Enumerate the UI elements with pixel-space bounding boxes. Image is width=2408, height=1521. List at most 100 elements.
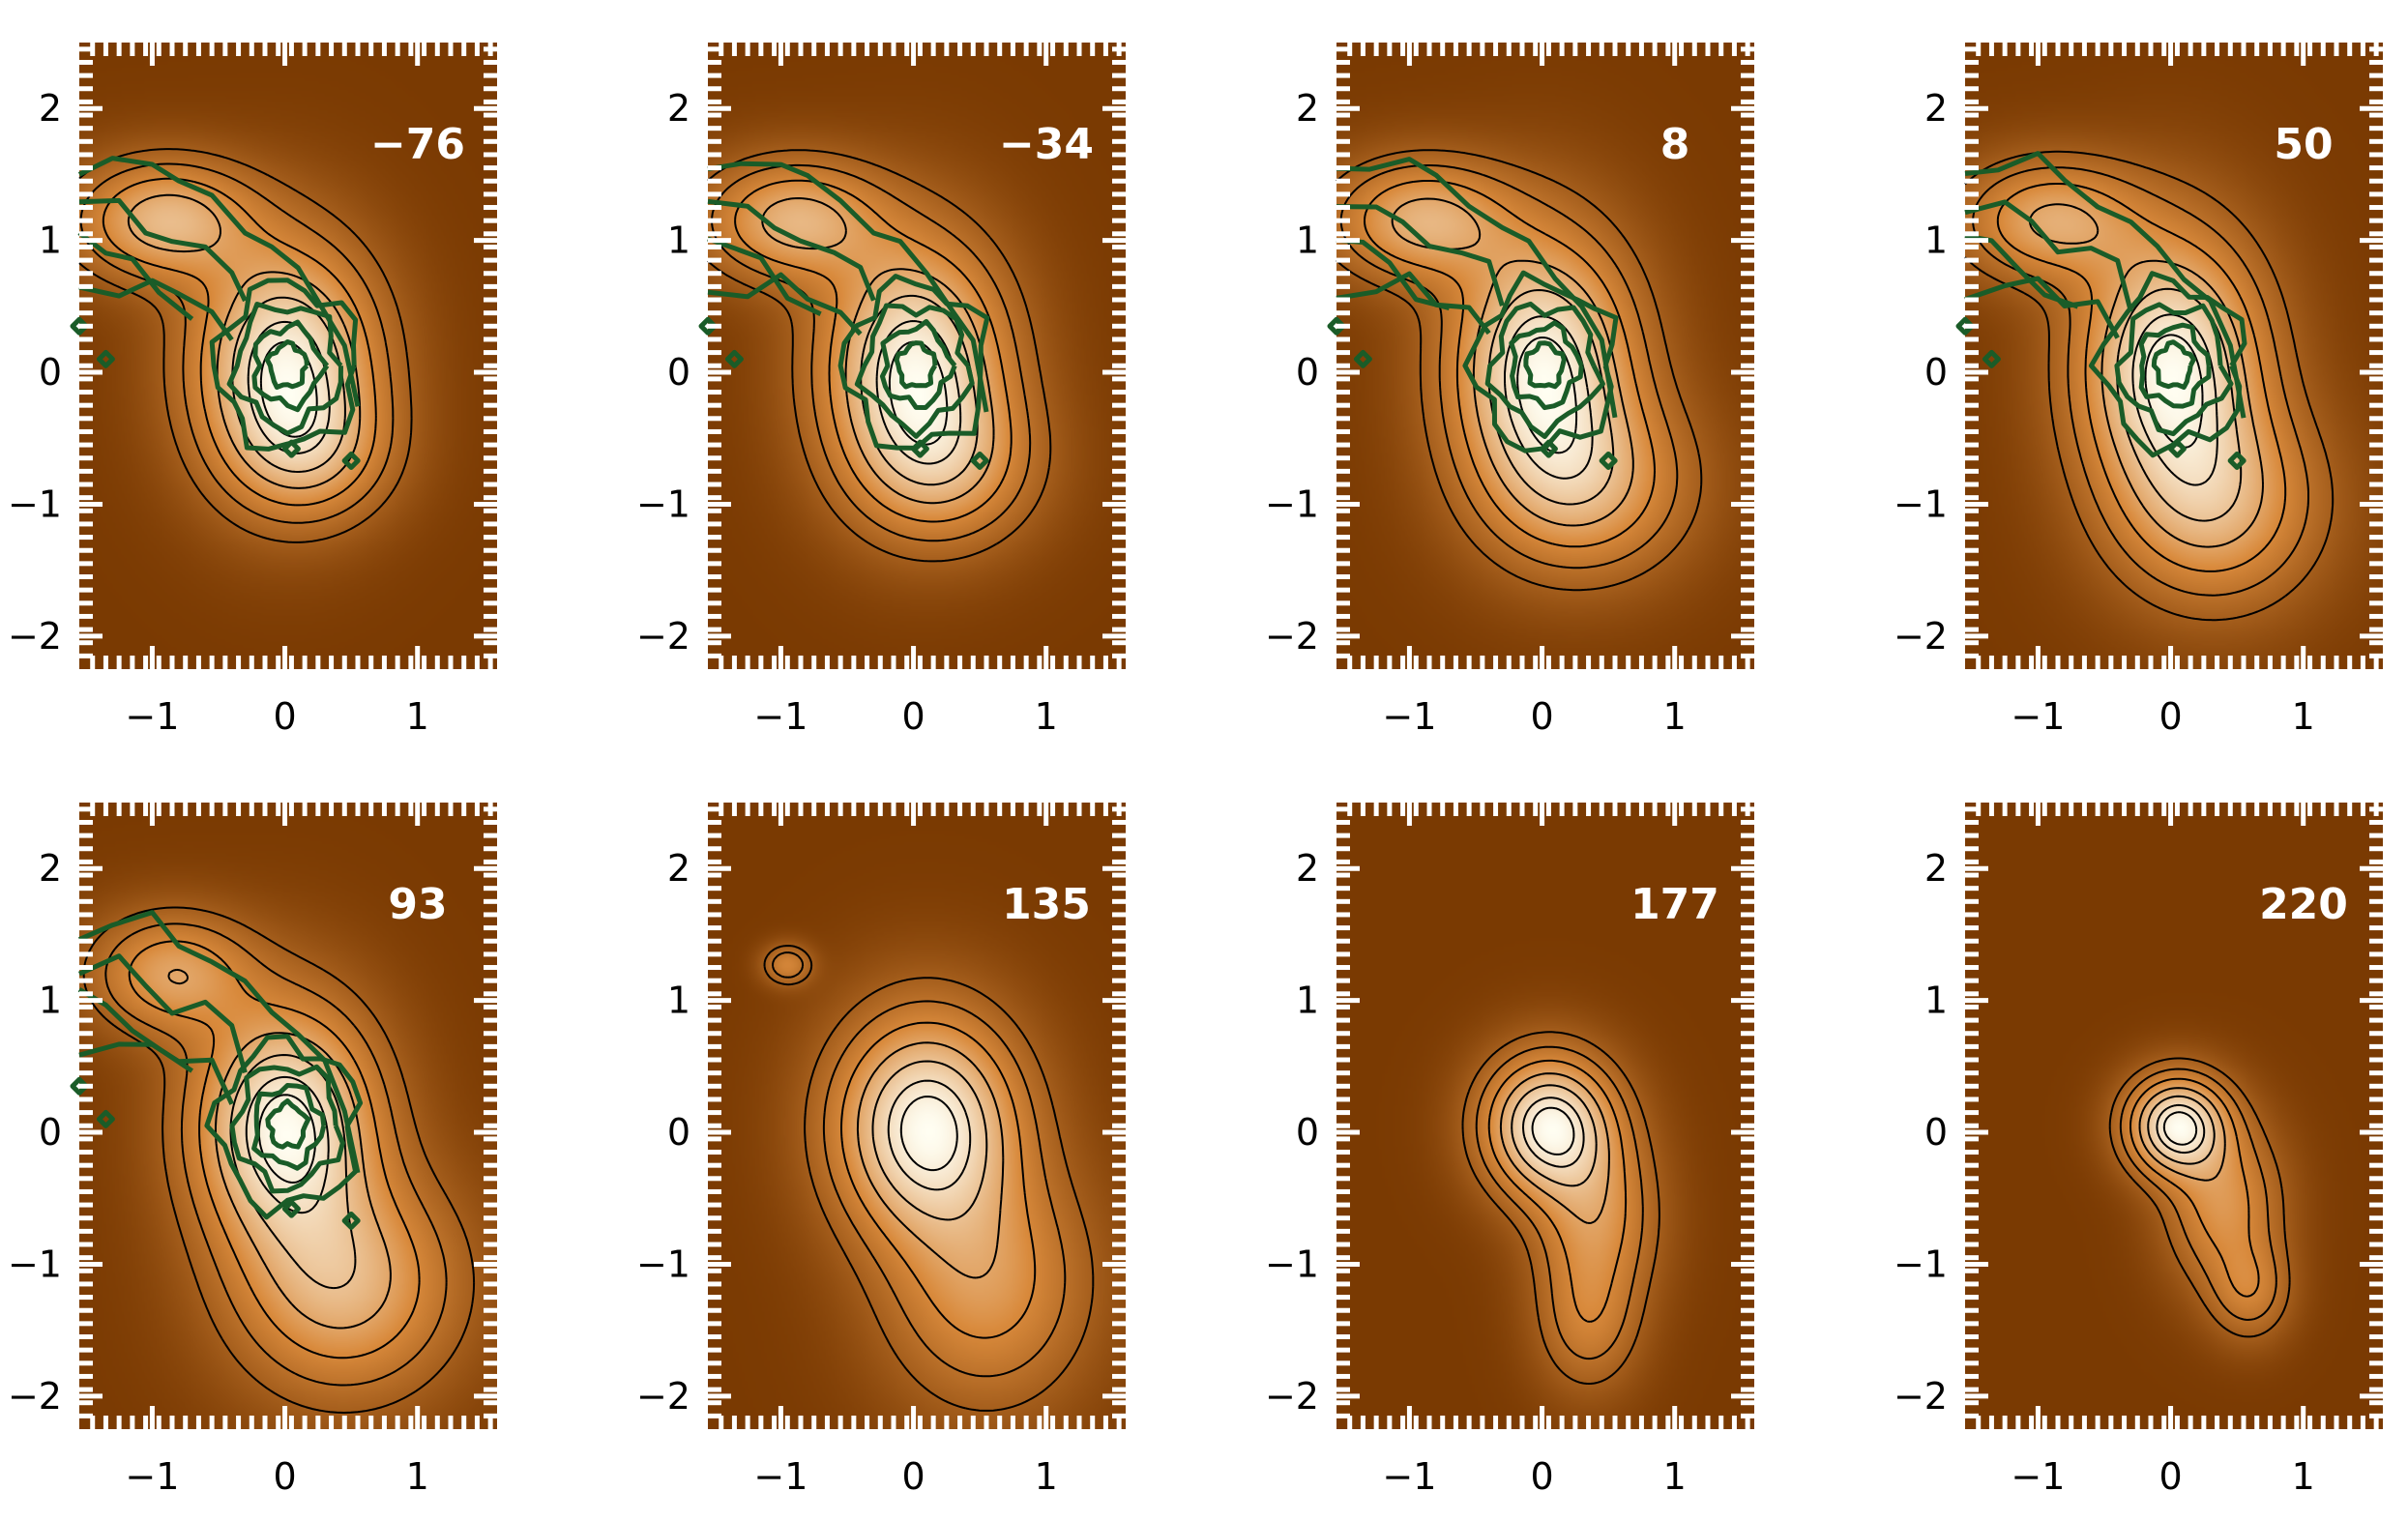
contour-level-7 xyxy=(2162,1111,2198,1146)
overlay-knot-1 xyxy=(1982,349,2001,368)
y-tick-label: 1 xyxy=(1924,980,1948,1022)
contour-level-2 xyxy=(711,163,1032,542)
overlay-stream-4 xyxy=(707,236,822,317)
contour-level-2 xyxy=(1972,166,2309,597)
frame-ticks xyxy=(708,803,1126,1429)
contour-level-3 xyxy=(1996,183,2287,572)
contour-level-4 xyxy=(2138,1087,2226,1182)
overlay-stream-1 xyxy=(77,156,361,407)
y-tick-label: 0 xyxy=(39,351,62,394)
overlay-ring-1 xyxy=(265,1098,311,1150)
overlay-ring-1 xyxy=(264,339,309,390)
x-tick-label: −1 xyxy=(125,695,179,738)
y-tick-label: −1 xyxy=(8,483,62,525)
x-tick-label: −1 xyxy=(2011,695,2065,738)
contour-level-7 xyxy=(899,1096,958,1172)
frame-ticks xyxy=(79,43,497,669)
x-tick-label: −1 xyxy=(1382,1455,1436,1498)
panel-7: −1 0 1 −2 −1 0 1 2 177 xyxy=(1265,803,1754,1498)
y-tick-label: 2 xyxy=(667,847,690,890)
overlay-ring-3 xyxy=(229,1064,345,1194)
y-tick-label: −2 xyxy=(636,615,690,658)
overlay-stream-1 xyxy=(78,910,361,1174)
panel-3: −1 0 1 −2 −1 0 1 2 8 xyxy=(1265,43,1754,738)
overlay-ring-1 xyxy=(1523,340,1567,390)
frame-ticks xyxy=(1965,803,2383,1429)
frame-ticks xyxy=(708,43,1126,669)
y-tick-label: 2 xyxy=(1924,87,1948,130)
contour-level-1 xyxy=(1461,1031,1660,1385)
panel-label: 177 xyxy=(1630,880,1719,929)
overlay-stream-2 xyxy=(78,197,248,303)
panel-label: 135 xyxy=(1002,880,1091,929)
overlay-knot-2 xyxy=(2227,451,2246,470)
x-tick-label: 1 xyxy=(1663,695,1687,738)
y-tick-label: 0 xyxy=(1296,351,1319,394)
contour-level-1 xyxy=(1964,150,2335,622)
panel-5: −1 0 1 −2 −1 0 1 2 93 xyxy=(8,803,497,1498)
y-tick-label: 1 xyxy=(39,219,62,262)
x-tick-label: −1 xyxy=(753,1455,808,1498)
y-tick-label: −2 xyxy=(1894,1375,1948,1418)
x-tick-label: 0 xyxy=(1530,1455,1553,1498)
x-tick-label: 0 xyxy=(2158,1455,2182,1498)
overlay-ring-4 xyxy=(209,278,359,452)
contour-level-4 xyxy=(2029,203,2264,548)
x-tick-label: 1 xyxy=(406,695,429,738)
contour-level-4 xyxy=(127,193,362,489)
contour-level-3 xyxy=(840,1021,1037,1339)
overlay-stream-2 xyxy=(77,953,248,1073)
panel-6: −1 0 1 −2 −1 0 1 2 135 xyxy=(636,803,1126,1498)
x-tick-label: −1 xyxy=(753,695,808,738)
contour-level-1 xyxy=(2108,1057,2291,1338)
contour-level-3 xyxy=(734,179,1013,523)
overlay-knot-3 xyxy=(1539,439,1558,458)
y-tick-label: −1 xyxy=(1265,483,1319,525)
contour-level-5 xyxy=(2147,1095,2216,1165)
x-tick-label: 1 xyxy=(2292,695,2315,738)
contour-level-6 xyxy=(2156,1103,2206,1155)
overlay-stream-3 xyxy=(1336,271,1491,336)
panel-label: 8 xyxy=(1660,120,1690,169)
x-tick-label: −1 xyxy=(2011,1455,2065,1498)
intensity-map xyxy=(708,43,1126,669)
panel-8: −1 0 1 −2 −1 0 1 2 220 xyxy=(1894,803,2383,1498)
x-tick-label: −1 xyxy=(1382,695,1436,738)
contour-level-2 xyxy=(2119,1068,2277,1321)
overlay-knot-1 xyxy=(724,349,744,368)
y-tick-label: −2 xyxy=(1265,615,1319,658)
frame-ticks xyxy=(1965,43,2383,669)
x-tick-label: 0 xyxy=(273,1455,296,1498)
overlay-knot-2 xyxy=(341,1211,361,1230)
y-tick-label: 1 xyxy=(1924,219,1948,262)
y-tick-label: −1 xyxy=(636,1243,690,1285)
overlay-contours xyxy=(70,910,364,1230)
frame-ticks xyxy=(1336,803,1754,1429)
contour-level-6 xyxy=(245,1075,330,1214)
x-tick-label: 1 xyxy=(2292,1455,2315,1498)
x-tick-label: 1 xyxy=(1035,1455,1058,1498)
contour-level-1 xyxy=(763,945,1095,1412)
y-tick-label: −2 xyxy=(1894,615,1948,658)
overlay-ring-2 xyxy=(879,319,957,410)
y-tick-label: 0 xyxy=(1296,1111,1319,1154)
y-tick-label: −1 xyxy=(1265,1243,1319,1285)
contour-level-6 xyxy=(1522,1097,1585,1168)
y-tick-label: 0 xyxy=(667,351,690,394)
y-tick-label: −2 xyxy=(8,1375,62,1418)
y-tick-label: 2 xyxy=(1924,847,1948,890)
y-tick-label: 0 xyxy=(1924,1111,1948,1154)
overlay-ring-1 xyxy=(894,340,938,390)
contour-level-3 xyxy=(1487,1059,1628,1323)
overlay-knot-2 xyxy=(970,451,989,470)
contour-level-6 xyxy=(887,1079,972,1191)
contour-level-2 xyxy=(772,951,1067,1378)
x-tick-label: −1 xyxy=(125,1455,179,1498)
y-tick-label: 2 xyxy=(39,87,62,130)
overlay-contours xyxy=(70,156,361,470)
panel-4: −1 0 1 −2 −1 0 1 2 50 xyxy=(1894,43,2383,738)
x-tick-label: 0 xyxy=(1530,695,1553,738)
overlay-knot-3 xyxy=(2167,439,2187,458)
panel-1: −1 0 1 −2 −1 0 1 2 −76 xyxy=(8,43,497,738)
